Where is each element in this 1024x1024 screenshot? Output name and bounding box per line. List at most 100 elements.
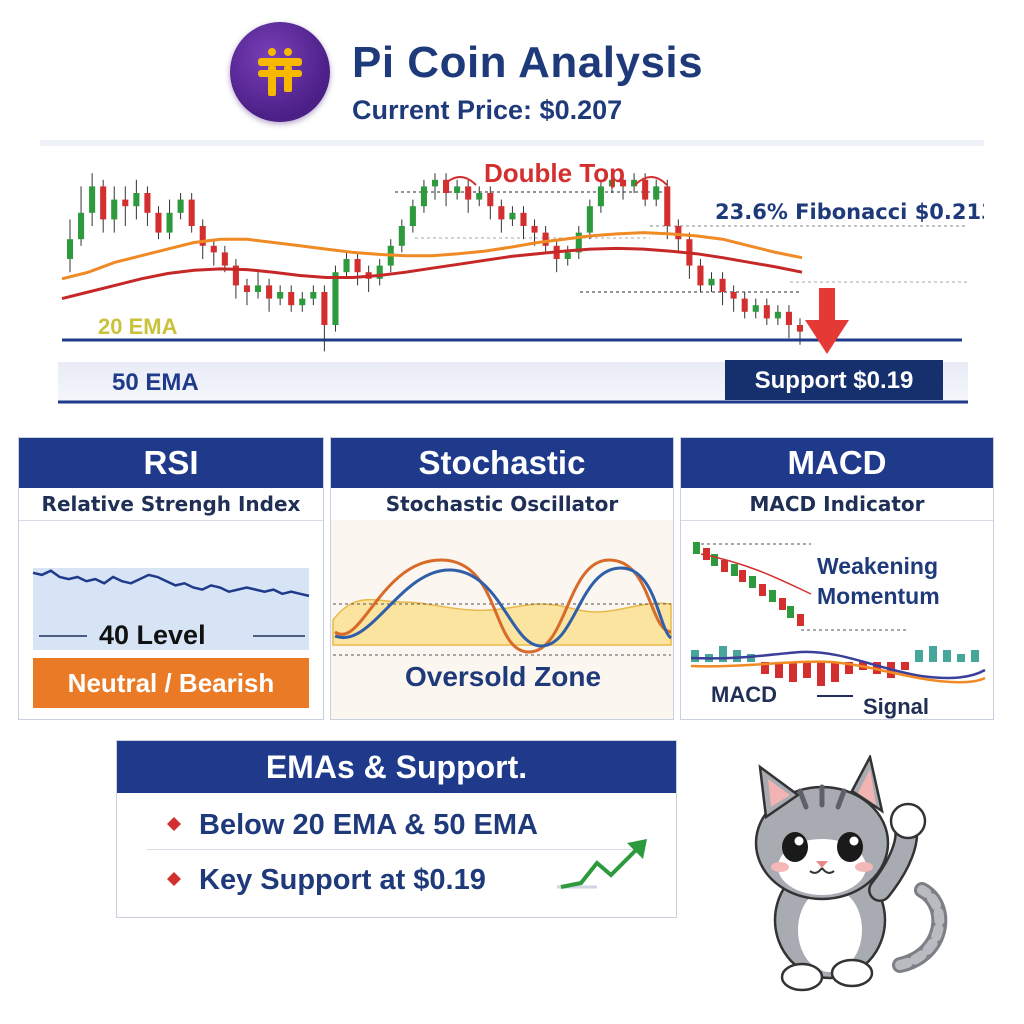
candle-body: [144, 193, 151, 213]
signal-label: Signal: [863, 694, 929, 719]
candle-body: [221, 252, 228, 266]
candle-body: [321, 292, 328, 325]
candle-body: [89, 186, 96, 213]
macd-title: MACD: [681, 438, 993, 488]
macd-chart: Weakening Momentum MACD Signal: [690, 542, 986, 719]
rsi-title: RSI: [19, 438, 323, 488]
macd-histogram-bar: [789, 662, 797, 682]
candle-body: [243, 285, 251, 292]
oversold-zone-label: Oversold Zone: [405, 661, 601, 692]
uptrend-arrow-icon: [557, 839, 647, 889]
support-badge: [725, 360, 943, 400]
candle-body: [697, 265, 704, 286]
macd-candle: [711, 554, 718, 566]
rsi-chart: 40 Level Neutral / Bearish: [32, 568, 310, 708]
macd-histogram-bar: [733, 650, 741, 662]
candle-body: [785, 311, 792, 325]
macd-histogram-bar: [915, 650, 923, 662]
candle-body: [166, 212, 173, 233]
cat-mascot-illustration: [754, 755, 948, 992]
macd-histogram-bar: [817, 662, 825, 686]
macd-candle: [693, 542, 700, 554]
candle-body: [542, 232, 549, 246]
candle-body: [763, 305, 770, 319]
stochastic-subtitle: Stochastic Oscillator: [331, 488, 673, 521]
macd-subtitle: MACD Indicator: [681, 488, 993, 521]
candle-body: [575, 232, 582, 253]
candle-body: [376, 265, 383, 279]
candle-body: [133, 193, 140, 207]
double-top-label: Double Top: [484, 158, 625, 188]
macd-candle: [787, 606, 794, 618]
macd-candle: [703, 548, 710, 560]
candle-body: [608, 179, 616, 187]
macd-line: [690, 650, 986, 680]
candle-body: [454, 186, 461, 193]
candle-body: [675, 226, 682, 240]
candle-body: [443, 179, 450, 193]
candle-body: [177, 199, 184, 213]
macd-histogram-bar: [845, 662, 853, 674]
macd-candle: [797, 614, 804, 626]
candle-body: [487, 193, 494, 207]
momentum-label: Momentum: [817, 583, 940, 609]
candle-body: [66, 239, 74, 259]
candle-body: [100, 186, 107, 220]
candle-body: [343, 259, 350, 273]
ema20-label: 20 EMA: [98, 314, 178, 339]
double-top-arc-left: [443, 176, 477, 186]
candle-body: [642, 179, 649, 200]
ema-support-box: EMAs & Support. Below 20 EMA & 50 EMA Ke…: [116, 740, 677, 918]
macd-histogram-bar: [761, 662, 769, 674]
candle-body: [796, 325, 804, 332]
down-arrow-icon: [805, 288, 849, 354]
candle-body: [111, 199, 118, 220]
macd-histogram-bar: [719, 646, 727, 662]
macd-candle: [769, 590, 776, 602]
ema50-line: [61, 246, 803, 301]
candle-body: [409, 206, 416, 226]
macd-histogram-bar: [957, 654, 965, 662]
candle-body: [520, 212, 527, 226]
macd-signal-line: [690, 660, 986, 684]
candle-body: [741, 298, 748, 312]
stochastic-panel: Stochastic Stochastic Oscillator Oversol…: [330, 437, 674, 720]
macd-panel: MACD MACD Indicator Weakening Momentum M…: [680, 437, 994, 720]
rsi-status-label: Neutral / Bearish: [68, 668, 275, 698]
ema-item-text: Below 20 EMA & 50 EMA: [199, 809, 538, 841]
macd-candle: [731, 564, 738, 576]
red-diamond-icon: [167, 817, 181, 831]
ema-item: Below 20 EMA & 50 EMA: [117, 799, 676, 855]
macd-histogram-bar: [901, 662, 909, 670]
candle-body: [254, 285, 262, 292]
macd-histogram-bar: [873, 662, 881, 674]
candle-body: [719, 278, 726, 292]
candle-body: [653, 186, 660, 200]
red-diamond-icon: [167, 872, 181, 886]
macd-histogram-bar: [747, 654, 755, 662]
candle-body: [188, 199, 195, 226]
macd-histogram-bar: [943, 650, 951, 662]
price-chart: Double Top 23.6% Fibonacci $0.213 20 EMA…: [40, 140, 984, 404]
candle-body: [431, 179, 439, 187]
candle-body: [310, 292, 317, 299]
support-label: Support $0.19: [755, 367, 914, 394]
pi-symbol-icon: [258, 48, 302, 96]
weakening-label: Weakening: [817, 553, 938, 579]
candle-body: [531, 226, 538, 233]
candle-body: [420, 186, 427, 207]
rsi-panel: RSI Relative Strengh Index 40 Level Neut…: [18, 437, 324, 720]
candle-body: [476, 193, 483, 200]
ema-item-text: Key Support at $0.19: [199, 864, 486, 896]
candle-body: [398, 226, 405, 246]
candle-body: [332, 272, 339, 325]
candle-body: [619, 179, 627, 187]
ema-item: Key Support at $0.19: [117, 854, 676, 910]
candle-body: [266, 285, 273, 299]
candle-body: [354, 259, 361, 273]
ema50-label: 50 EMA: [112, 369, 199, 396]
stochastic-d-line: [334, 566, 673, 648]
macd-candle: [739, 570, 746, 582]
candle-body: [232, 265, 239, 286]
candle-body: [708, 278, 715, 286]
